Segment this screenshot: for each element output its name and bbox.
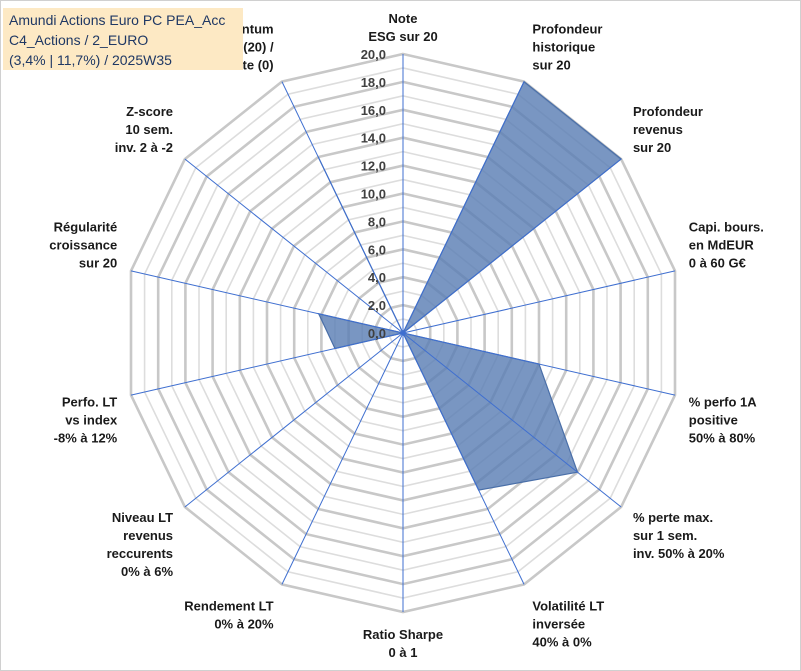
axis-label-line: vs index: [65, 412, 118, 427]
axis-label: Ratio Sharpe 0 à 1: [363, 627, 443, 660]
tick-label: 0,0: [368, 326, 386, 341]
spoke: [130, 332, 404, 396]
axis-label-line: 0% à 20%: [214, 616, 274, 631]
axis-label-line: Rendement LT: [184, 598, 273, 613]
axis-label: % perte max. sur 1 sem. inv. 50% à 20%: [633, 510, 725, 561]
spoke: [402, 332, 525, 585]
tick-label: 12,0: [361, 159, 386, 174]
tick-label: 2,0: [368, 298, 386, 313]
axis-label-line: Note: [389, 11, 418, 26]
axis-label-line: Régularité: [54, 220, 118, 235]
axis-label-line: 0 à 60 G€: [689, 256, 746, 271]
axis-label: Niveau LT revenus reccurents 0% à 6%: [107, 510, 174, 579]
fund-title-box: Amundi Actions Euro PC PEA_Acc C4_Action…: [3, 8, 243, 70]
axis-labels: Note ESG sur 20 Profondeur historique sur 20…: [49, 11, 764, 660]
axis-label-line: sur 20: [532, 58, 570, 73]
axis-label: Z-score 10 sem. inv. 2 à -2: [115, 104, 173, 155]
tick-label: 6,0: [368, 242, 386, 257]
axis-label-line: Z-score: [126, 104, 173, 119]
axis-label-line: positive: [689, 412, 738, 427]
axis-label-line: 0% à 6%: [121, 564, 173, 579]
axis-label-line: inversée: [532, 616, 585, 631]
axis-label-line: inv. 2 à -2: [115, 140, 173, 155]
spoke: [130, 270, 404, 334]
axis-label: Profondeur revenus sur 20: [633, 104, 703, 155]
axis-label-line: 10 sem.: [125, 122, 173, 137]
axis-label-line: inv. 50% à 20%: [633, 546, 725, 561]
spoke: [184, 158, 404, 334]
axis-label-line: 50% à 80%: [689, 430, 756, 445]
tick-label: 20,0: [361, 47, 386, 62]
axis-label-line: Ratio Sharpe: [363, 627, 443, 642]
spoke: [281, 332, 404, 585]
axis-label-line: % perte max.: [633, 510, 713, 525]
axis-label: Capi. bours. en MdEUR 0 à 60 G€: [689, 220, 764, 271]
axis-label-line: ESG sur 20: [368, 29, 437, 44]
spoke: [402, 158, 622, 334]
axis-label-line: historique: [532, 40, 595, 55]
axis-label: Volatilité LT inversée 40% à 0%: [532, 598, 604, 649]
axis-label-line: reccurents: [107, 546, 173, 561]
axis-label-line: Perfo. LT: [62, 394, 117, 409]
tick-label: 18,0: [361, 75, 386, 90]
axis-label-line: Volatilité LT: [532, 598, 604, 613]
axis-label-line: en MdEUR: [689, 238, 755, 253]
spoke: [402, 81, 525, 334]
axis-label-line: Niveau LT: [112, 510, 173, 525]
spoke: [281, 81, 404, 334]
axis-label-line: Profondeur: [532, 22, 602, 37]
tick-label: 14,0: [361, 131, 386, 146]
radar-spokes: [130, 54, 676, 612]
axis-label: % perfo 1A positive 50% à 80%: [689, 394, 758, 445]
axis-label-line: sur 20: [633, 140, 671, 155]
fund-category: C4_Actions / 2_EURO: [9, 32, 149, 48]
spoke: [402, 270, 676, 334]
axis-label: Rendement LT 0% à 20%: [184, 598, 274, 631]
axis-label-line: revenus: [123, 528, 173, 543]
axis-label-line: % perfo 1A: [689, 394, 758, 409]
axis-label-line: Profondeur: [633, 104, 703, 119]
axis-label: Perfo. LT vs index -8% à 12%: [54, 394, 118, 445]
spoke: [402, 332, 622, 508]
axis-label: Régularité croissance sur 20: [49, 220, 117, 271]
tick-label: 10,0: [361, 187, 386, 202]
axis-label-line: revenus: [633, 122, 683, 137]
fund-name: Amundi Actions Euro PC PEA_Acc: [9, 12, 226, 28]
tick-label: 4,0: [368, 270, 386, 285]
axis-label-line: sur 1 sem.: [633, 528, 697, 543]
tick-label: 8,0: [368, 214, 386, 229]
axis-label-line: Capi. bours.: [689, 220, 764, 235]
axis-label-line: sur 20: [79, 256, 117, 271]
axis-label-line: 40% à 0%: [532, 634, 592, 649]
spoke: [402, 332, 676, 396]
spoke: [184, 332, 404, 508]
axis-label: Note ESG sur 20: [368, 11, 437, 44]
fund-stats: (3,4% | 11,7%) / 2025W35: [9, 52, 172, 68]
axis-label-line: croissance: [49, 238, 117, 253]
tick-label: 16,0: [361, 103, 386, 118]
radial-tick-labels: 0,0 2,0 4,0 6,0 8,0 10,0 12,0 14,0 16,0 18,0 20,0: [361, 47, 386, 341]
axis-label: Profondeur historique sur 20: [532, 22, 602, 73]
axis-label-line: 0 à 1: [389, 645, 418, 660]
axis-label-line: -8% à 12%: [54, 430, 118, 445]
